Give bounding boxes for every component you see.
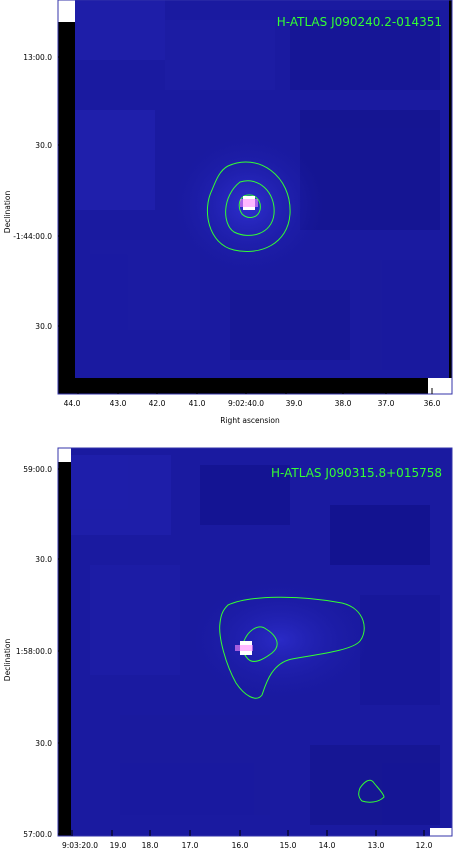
y-tick-label: 1:58:00.0: [16, 647, 52, 656]
x-tick-label: 44.0: [64, 399, 81, 408]
x-tick-label: 13.0: [368, 841, 385, 850]
x-tick-label: 12.0: [416, 841, 433, 850]
x-tick-label: 38.0: [335, 399, 352, 408]
panel-title-2: H-ATLAS J090315.8+015758: [271, 466, 442, 480]
y-tick-label: 30.0: [35, 322, 52, 331]
x-tick-label: 19.0: [110, 841, 127, 850]
corner-block: [430, 828, 452, 836]
y-tick-label: 57:00.0: [23, 830, 52, 839]
x-axis-2: 9:03:20.0 19.0 18.0 17.0 16.0 15.0 14.0 …: [62, 830, 433, 850]
x-tick-label: 37.0: [378, 399, 395, 408]
x-tick-label: 36.0: [424, 399, 441, 408]
panel-1: H-ATLAS J090240.2-014351 13:00.0 30.0 -1…: [3, 0, 453, 425]
y-tick-label: 13:00.0: [23, 53, 52, 62]
x-tick-label: 15.0: [280, 841, 297, 850]
plot-frame-2: [57, 447, 453, 837]
x-tick-label: 41.0: [189, 399, 206, 408]
x-tick-label: 43.0: [110, 399, 127, 408]
x-tick-label: 17.0: [182, 841, 199, 850]
panel-2: H-ATLAS J090315.8+015758 59:00.0 30.0 1:…: [0, 445, 453, 850]
corner-block: [58, 0, 75, 22]
contours-1: [206, 161, 291, 252]
y-tick-label: 30.0: [35, 555, 52, 564]
y-tick-label: 30.0: [35, 739, 52, 748]
x-tick-label: 18.0: [142, 841, 159, 850]
corner-block: [428, 378, 452, 394]
y-axis-2: 59:00.0 30.0 1:58:00.0 30.0 57:00.0 Decl…: [3, 465, 64, 839]
x-tick-label: 14.0: [319, 841, 336, 850]
x-tick-label: 9:02:40.0: [228, 399, 264, 408]
y-axis-1: 13:00.0 30.0 -1:44:00.0 30.0 Declination: [3, 53, 64, 331]
x-axis-label-1: Right ascension: [220, 416, 280, 425]
x-axis-1: 44.0 43.0 42.0 41.0 9:02:40.0 39.0 38.0 …: [64, 388, 441, 425]
sky-image-2: H-ATLAS J090315.8+015758 59:00.0 30.0 1:…: [3, 447, 453, 850]
corner-block: [58, 448, 71, 462]
pixel-texture-1: [75, 0, 440, 370]
y-axis-label-1: Declination: [3, 191, 12, 234]
plot-frame-1: [57, 0, 453, 395]
x-tick-label: 39.0: [286, 399, 303, 408]
y-tick-label: 59:00.0: [23, 465, 52, 474]
x-tick-label: 9:03:20.0: [62, 841, 98, 850]
source-glow-2: [190, 580, 370, 700]
y-tick-label: 30.0: [35, 141, 52, 150]
y-tick-label: -1:44:00.0: [13, 232, 52, 241]
y-axis-label-2: Declination: [3, 639, 12, 682]
x-tick-label: 42.0: [149, 399, 166, 408]
panel-title-1: H-ATLAS J090240.2-014351: [277, 15, 442, 29]
pixel-texture-2: [71, 455, 440, 825]
source-marker-halo-1: [240, 199, 258, 207]
sky-image-1: H-ATLAS J090240.2-014351 13:00.0 30.0 -1…: [3, 0, 453, 425]
x-tick-label: 16.0: [232, 841, 249, 850]
source-marker-halo-2: [235, 645, 253, 651]
